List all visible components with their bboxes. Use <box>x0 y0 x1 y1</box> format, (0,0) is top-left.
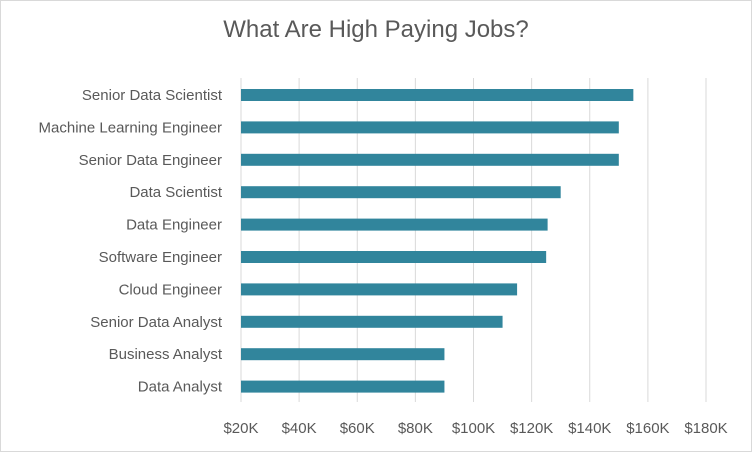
bar <box>241 186 561 199</box>
category-label: Machine Learning Engineer <box>39 119 222 136</box>
bar <box>241 251 547 263</box>
category-label: Senior Data Engineer <box>79 152 222 169</box>
bar <box>241 121 619 134</box>
category-label: Senior Data Analyst <box>90 314 223 331</box>
bar <box>241 283 518 296</box>
bar <box>241 218 548 231</box>
x-tick-label: $80K <box>398 420 433 437</box>
x-tick-label: $180K <box>684 420 727 437</box>
bars <box>241 89 634 393</box>
category-label: Business Analyst <box>109 346 223 363</box>
x-tick-labels: $20K $40K $60K $80K $100K $120K $140K $160K $180… <box>223 420 727 437</box>
category-label: Data Scientist <box>129 184 222 201</box>
category-label: Data Analyst <box>138 379 223 396</box>
x-tick-label: $160K <box>626 420 669 437</box>
category-label: Data Engineer <box>126 217 222 234</box>
category-label: Senior Data Scientist <box>82 87 223 104</box>
bar <box>241 348 445 361</box>
bar <box>241 153 619 166</box>
category-label: Cloud Engineer <box>119 281 222 298</box>
x-tick-label: $40K <box>282 420 317 437</box>
category-label: Software Engineer <box>99 249 222 266</box>
x-tick-label: $140K <box>568 420 611 437</box>
category-labels: Senior Data Scientist Machine Learning En… <box>39 87 223 396</box>
bar <box>241 380 445 393</box>
x-tick-label: $100K <box>452 420 495 437</box>
x-tick-label: $60K <box>340 420 375 437</box>
x-tick-label: $120K <box>510 420 553 437</box>
chart-title: What Are High Paying Jobs? <box>223 16 529 43</box>
bar <box>241 89 634 101</box>
bar <box>241 315 503 328</box>
x-tick-label: $20K <box>223 420 258 437</box>
